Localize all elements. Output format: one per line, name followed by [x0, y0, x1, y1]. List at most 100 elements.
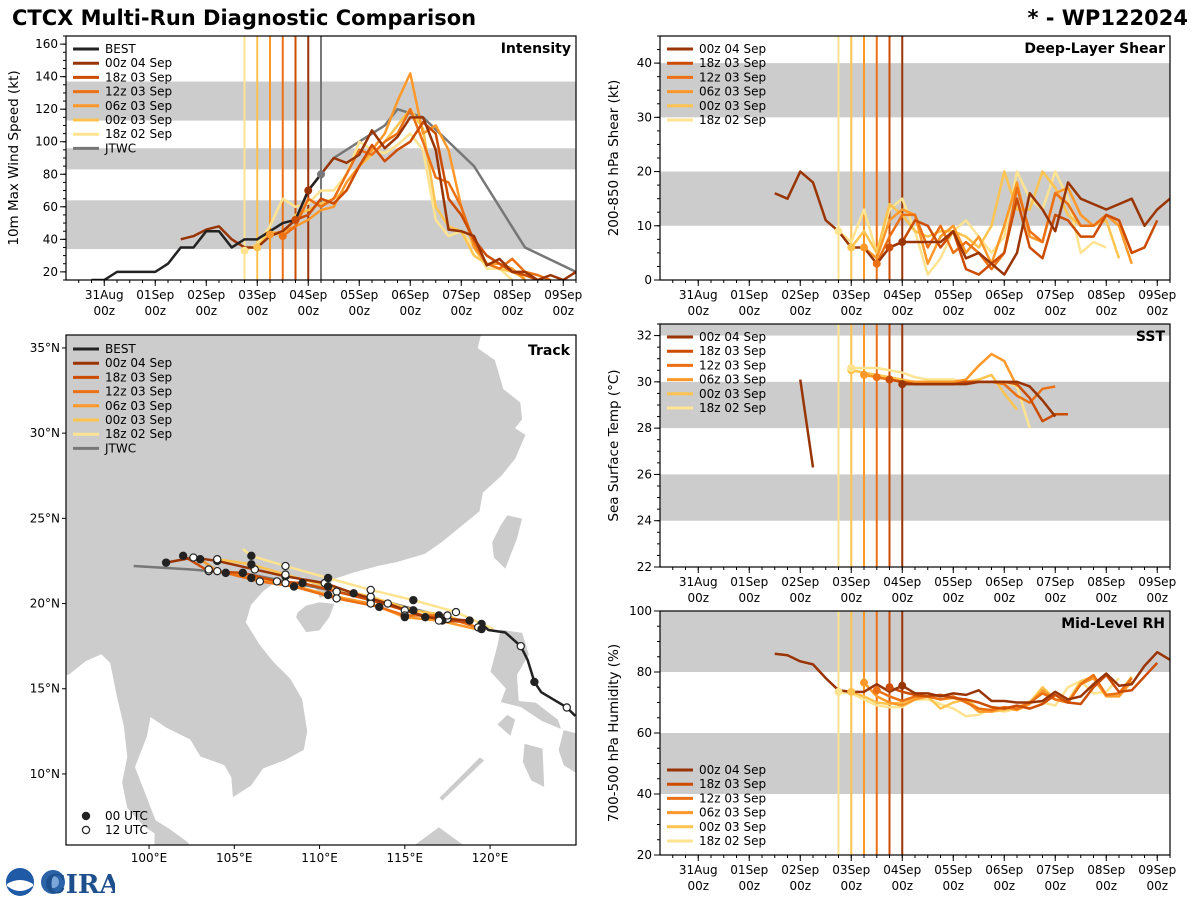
- x-tick-label: 06Sep: [985, 575, 1023, 589]
- legend-label: BEST: [105, 42, 136, 56]
- track-marker-12utc: [451, 607, 461, 617]
- init-point: [872, 686, 881, 695]
- x-tick-label: 03Sep: [832, 863, 870, 877]
- track-marker-00utc: [375, 602, 384, 612]
- y-tick-label: 160: [35, 37, 58, 51]
- x-tick-label: 03Sep: [832, 288, 870, 302]
- y-tick-label: 28: [637, 421, 652, 435]
- track-marker-00utc: [400, 612, 410, 622]
- x-tick-label: 09Sep: [1138, 863, 1176, 877]
- y-tick-label: 26: [637, 467, 652, 481]
- x-tick-label: 07Sep: [1036, 575, 1074, 589]
- x-tick-label: 02Sep: [781, 575, 819, 589]
- x-tick-label: 08Sep: [1087, 863, 1125, 877]
- threshold-band: [660, 381, 1170, 429]
- track-marker-00utc: [465, 616, 474, 625]
- x-tick-label: 06Sep: [391, 288, 429, 302]
- lon-tick-label: 105°E: [216, 851, 253, 865]
- track-marker-00utc: [530, 677, 539, 687]
- x-tick-label: 00z: [942, 304, 964, 318]
- series-line-00z-04-sep: [774, 170, 1170, 276]
- legend-label: 12z 03 Sep: [699, 70, 766, 84]
- land-mass: [295, 601, 336, 633]
- x-tick-label: 31Aug: [679, 863, 718, 877]
- x-tick-label: 00z: [1044, 591, 1066, 605]
- x-tick-label: 00z: [348, 304, 370, 318]
- intensity-panel: 31Aug 00z 01Sep 00z 02Sep 00z 03Sep 00z 04Sep 00z…: [6, 35, 582, 318]
- series-line-18z-03-sep: [295, 120, 539, 280]
- x-tick-label: 00z: [891, 304, 913, 318]
- legend-label: JTWC: [104, 141, 136, 155]
- track-marker-00utc: [247, 560, 256, 569]
- legend-label: 00z 04 Sep: [105, 356, 172, 370]
- init-point: [291, 215, 300, 224]
- track-marker-12utc: [434, 616, 444, 625]
- x-tick-label: 00z: [942, 879, 964, 893]
- x-tick-label: 00z: [399, 304, 421, 318]
- panel-title: Mid-Level RH: [1061, 616, 1165, 632]
- x-tick-label: 00z: [1044, 879, 1066, 893]
- y-tick-label: 30: [637, 375, 652, 389]
- y-tick-label: 30: [637, 110, 652, 124]
- land-mass: [522, 742, 546, 789]
- init-point: [847, 243, 856, 252]
- x-tick-label: 00z: [144, 304, 166, 318]
- x-tick-label: 09Sep: [1138, 575, 1176, 589]
- legend-label: 00z 03 Sep: [105, 413, 172, 427]
- track-marker-12utc: [281, 561, 290, 571]
- x-tick-label: 05Sep: [934, 288, 972, 302]
- page-title: CTCX Multi-Run Diagnostic Comparison: [12, 6, 477, 30]
- x-tick-label: 31Aug: [679, 288, 718, 302]
- land-mass: [413, 826, 465, 845]
- threshold-band: [660, 474, 1170, 521]
- x-tick-label: 02Sep: [781, 863, 819, 877]
- logo-text: CIRA: [45, 870, 115, 898]
- marker-legend-symbol: [81, 825, 91, 835]
- track-marker-00utc: [247, 551, 256, 561]
- series-line-00z-03-sep: [850, 170, 1121, 259]
- track-marker-12utc: [281, 578, 290, 588]
- x-tick-label: 04Sep: [883, 863, 921, 877]
- threshold-band: [660, 63, 1170, 118]
- init-point: [885, 683, 894, 692]
- x-tick-label: 00z: [687, 591, 709, 605]
- x-tick-label: 00z: [738, 879, 760, 893]
- x-tick-label: 06Sep: [985, 288, 1023, 302]
- init-point: [872, 373, 881, 382]
- init-point: [860, 243, 868, 252]
- threshold-band: [660, 324, 1170, 336]
- panel-title: Deep-Layer Shear: [1024, 41, 1165, 57]
- track-marker-12utc: [366, 599, 375, 608]
- x-tick-label: 31Aug: [85, 288, 124, 302]
- x-tick-label: 00z: [789, 304, 811, 318]
- y-tick-label: 80: [43, 167, 58, 181]
- track-marker-12utc: [272, 577, 282, 586]
- x-tick-label: 00z: [297, 304, 319, 318]
- y-tick-label: 80: [637, 665, 652, 679]
- init-point: [898, 681, 907, 690]
- track-marker-00utc: [421, 612, 430, 622]
- x-tick-label: 00z: [789, 879, 811, 893]
- track-marker-00utc: [323, 582, 333, 591]
- legend-label: 00z 03 Sep: [699, 820, 766, 834]
- x-tick-label: 00z: [993, 591, 1015, 605]
- track-marker-12utc: [366, 592, 375, 601]
- y-tick-label: 20: [637, 848, 652, 862]
- noaa-logo-icon: CIRA: [6, 868, 115, 898]
- x-tick-label: 00z: [1095, 591, 1117, 605]
- x-tick-label: 00z: [501, 304, 523, 318]
- track-marker-00utc: [298, 578, 307, 588]
- track-marker-00utc: [238, 568, 248, 578]
- rh-panel: 31Aug 00z 01Sep 00z 02Sep 00z 03Sep 00z 04Sep 00z…: [606, 604, 1176, 893]
- series-line-06z-03-sep: [863, 181, 1133, 265]
- sst-panel: 31Aug 00z 01Sep 00z 02Sep 00z 03Sep 00z 04Sep 00z…: [606, 323, 1176, 605]
- legend-label: 18z 03 Sep: [699, 344, 766, 358]
- y-tick-label: 20: [637, 165, 652, 179]
- track-marker-12utc: [443, 611, 452, 620]
- land-mass: [489, 628, 563, 731]
- marker-legend-label: 12 UTC: [105, 823, 148, 837]
- x-tick-label: 00z: [942, 591, 964, 605]
- x-tick-label: 00z: [1095, 304, 1117, 318]
- legend-label: 18z 03 Sep: [105, 70, 172, 84]
- init-point: [847, 687, 856, 696]
